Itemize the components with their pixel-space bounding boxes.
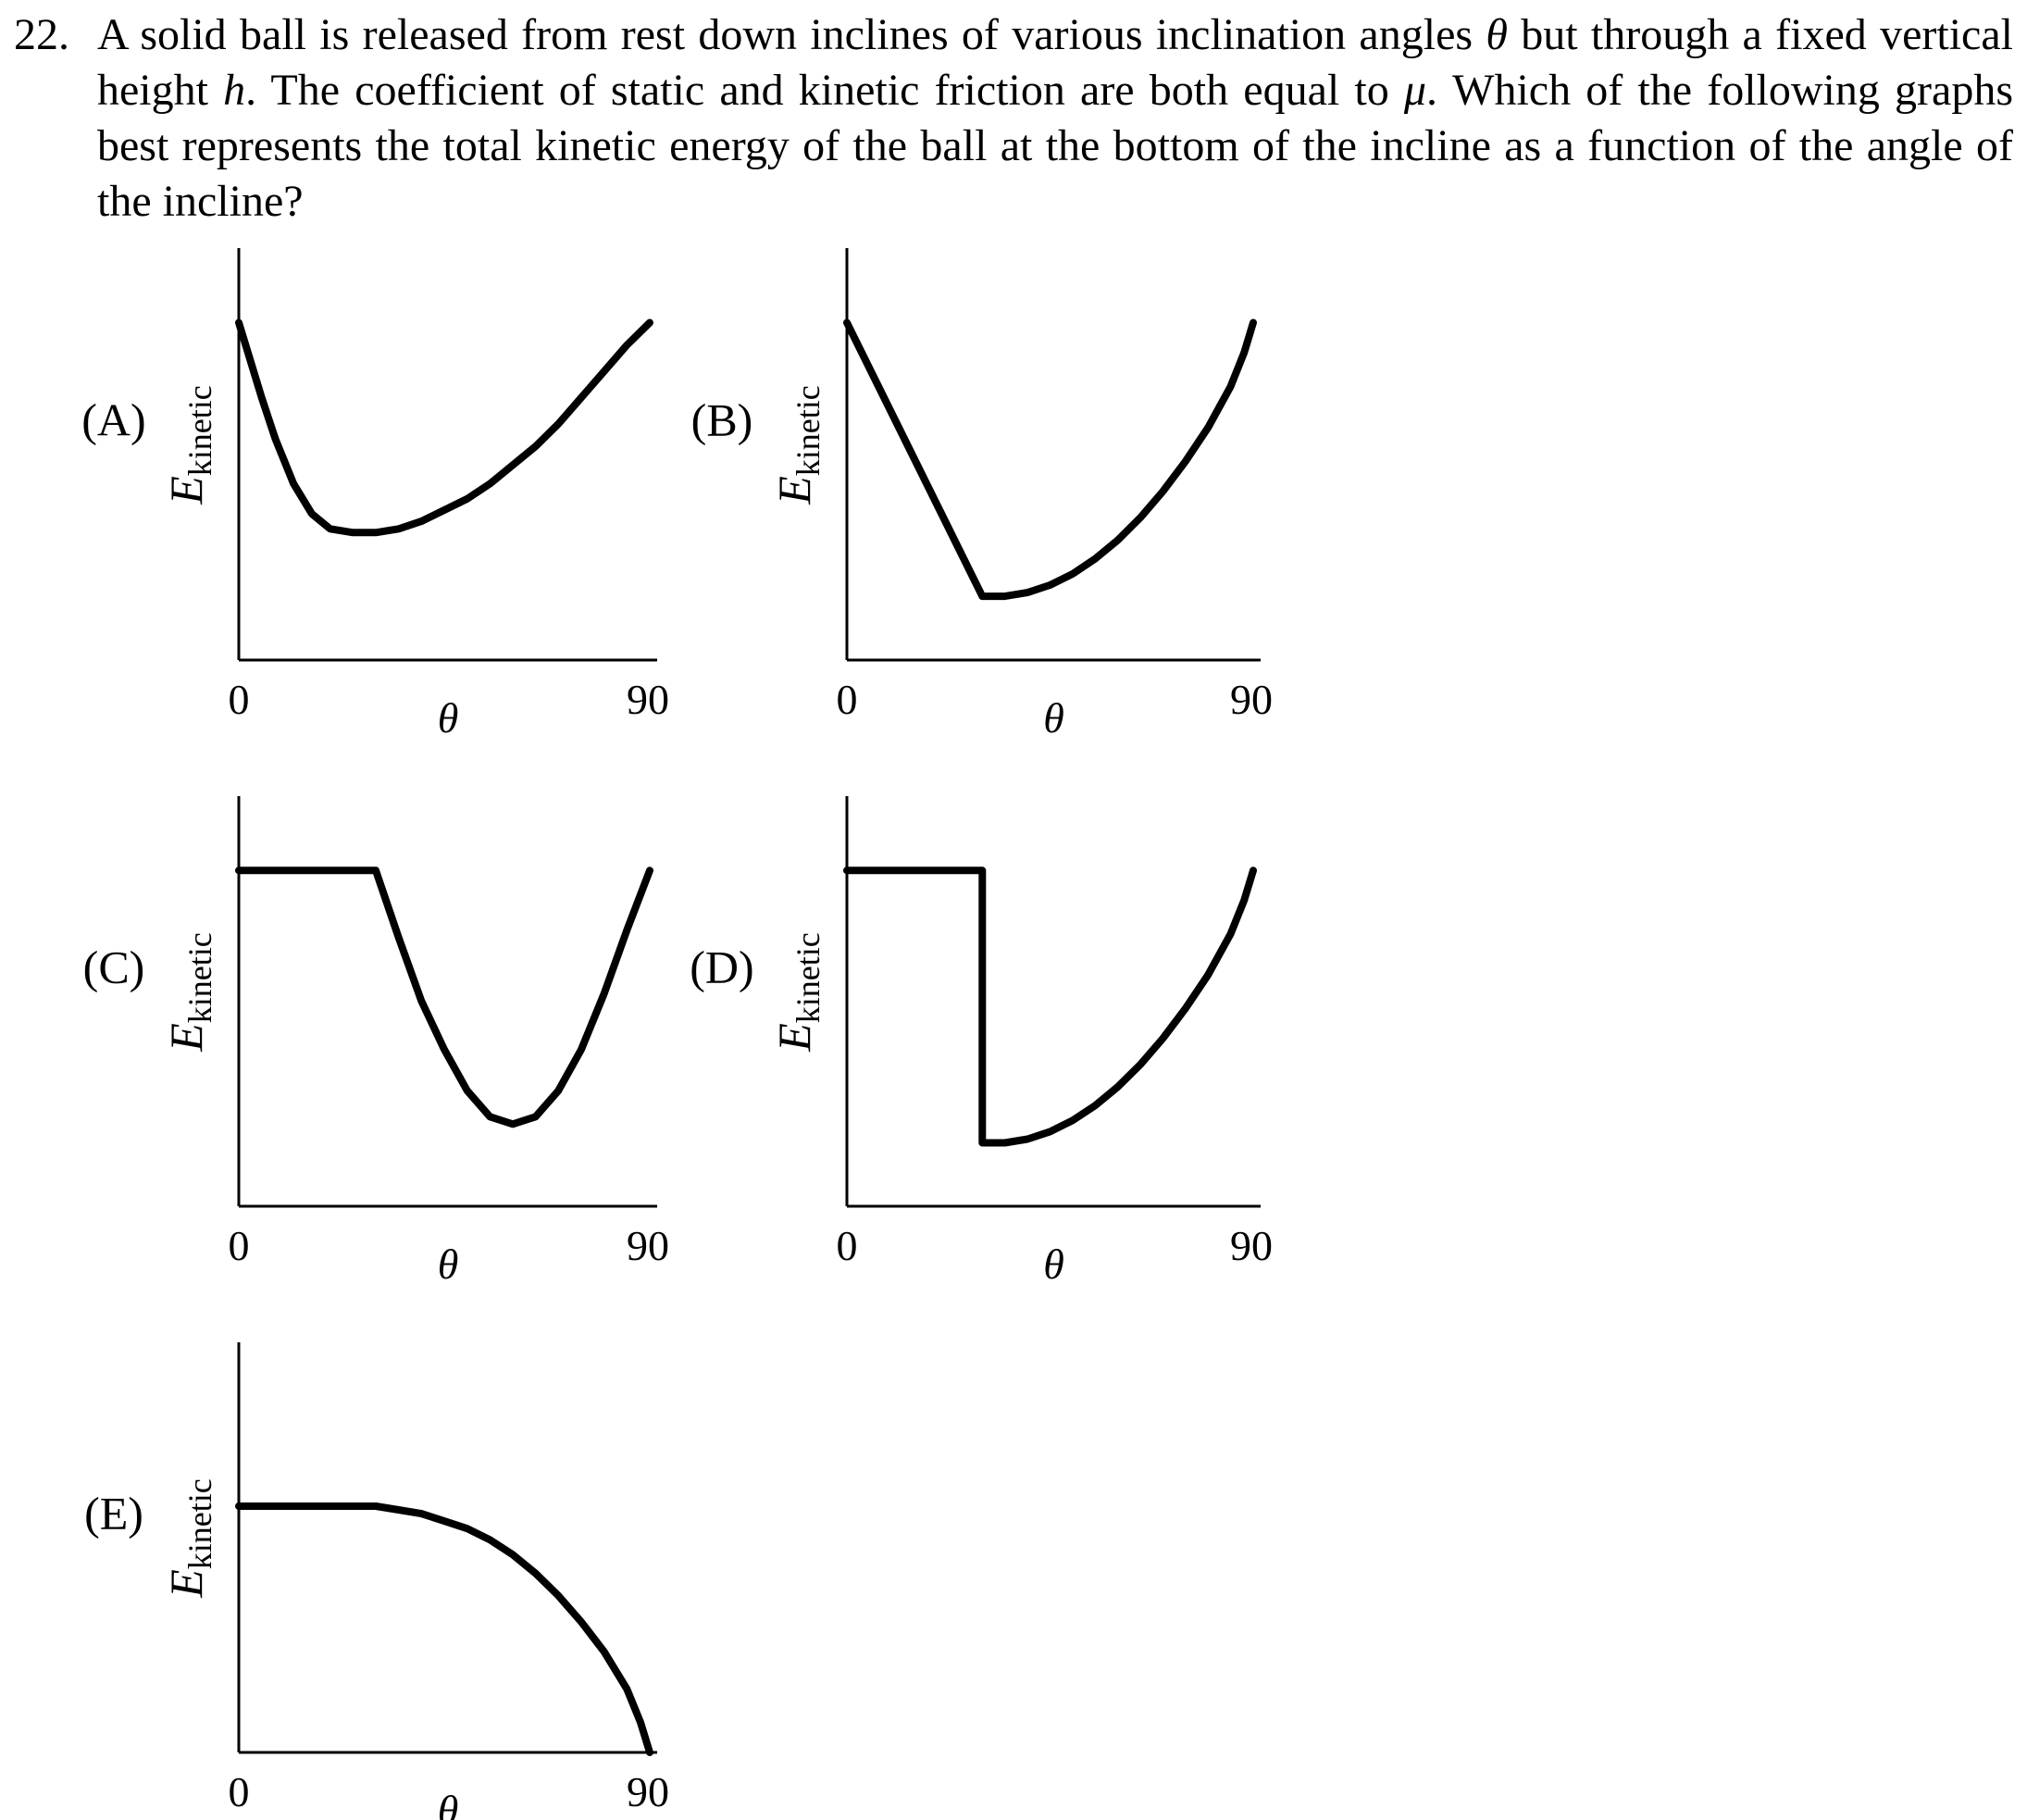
y-axis-label-sub: kinetic — [181, 385, 218, 476]
question-text-part: A solid ball is released from rest down … — [97, 10, 1486, 59]
data-curve — [843, 318, 1257, 601]
y-axis-label-main: E — [160, 1569, 212, 1599]
option-label: (B) — [691, 394, 753, 446]
question-text-part: . Which of the following graphs best rep… — [97, 66, 2013, 226]
mu-symbol: μ — [1403, 66, 1426, 115]
x-axis-label: θ — [1043, 694, 1064, 742]
x-tick-label: 0 — [229, 1222, 250, 1269]
y-axis-label: Ekinetic — [160, 1478, 218, 1599]
x-axis-label: θ — [1043, 1240, 1064, 1288]
data-curve — [235, 1502, 653, 1756]
question-text: A solid ball is released from rest down … — [97, 7, 2013, 230]
x-axis-label: θ — [438, 1240, 459, 1288]
graph-b: 0 90 θ (B) Ekinetic — [691, 248, 1273, 742]
option-label: (C) — [83, 941, 145, 993]
x-axis-label: θ — [438, 1787, 459, 1820]
y-axis-label-sub: kinetic — [181, 1478, 218, 1569]
x-tick-label: 0 — [837, 1222, 858, 1269]
data-curve — [235, 318, 653, 537]
y-axis-label-main: E — [160, 476, 212, 505]
height-symbol: h — [223, 66, 246, 115]
graph-d: 0 90 θ (D) Ekinetic — [690, 796, 1273, 1288]
question-text-part: . The coefficient of static and kinetic … — [245, 66, 1404, 115]
data-curve — [843, 866, 1257, 1147]
graph-a: 0 90 θ (A) Ekinetic — [81, 248, 669, 742]
option-label: (A) — [81, 394, 145, 446]
y-axis-label-sub: kinetic — [790, 385, 827, 476]
y-axis-label: Ekinetic — [160, 385, 218, 505]
data-curve — [235, 866, 653, 1128]
y-axis-label-main: E — [768, 476, 820, 505]
question: 22. A solid ball is released from rest d… — [14, 7, 2013, 230]
y-axis-label-sub: kinetic — [790, 932, 827, 1023]
y-axis-label: Ekinetic — [768, 385, 827, 505]
question-text-part: but through a fixed vertical height — [97, 10, 2013, 115]
y-axis-label: Ekinetic — [768, 932, 827, 1053]
y-axis-label-sub: kinetic — [181, 932, 218, 1023]
graph-c: 0 90 θ (C) Ekinetic — [83, 796, 669, 1288]
x-tick-label: 0 — [837, 676, 858, 723]
y-axis-label-main: E — [160, 1023, 212, 1053]
x-tick-label: 0 — [229, 676, 250, 723]
x-tick-label: 0 — [229, 1768, 250, 1815]
x-tick-label: 90 — [627, 676, 669, 723]
option-label: (D) — [690, 941, 753, 993]
question-number: 22. — [14, 10, 69, 59]
x-tick-label: 90 — [627, 1222, 669, 1269]
graph-e: 0 90 θ (E) Ekinetic — [84, 1342, 669, 1820]
option-label: (E) — [84, 1488, 143, 1540]
theta-symbol: θ — [1486, 10, 1508, 59]
x-tick-label: 90 — [1230, 676, 1273, 723]
x-tick-label: 90 — [1230, 1222, 1273, 1269]
x-axis-label: θ — [438, 694, 459, 742]
y-axis-label-main: E — [768, 1023, 820, 1053]
x-tick-label: 90 — [627, 1768, 669, 1815]
y-axis-label: Ekinetic — [160, 932, 218, 1053]
